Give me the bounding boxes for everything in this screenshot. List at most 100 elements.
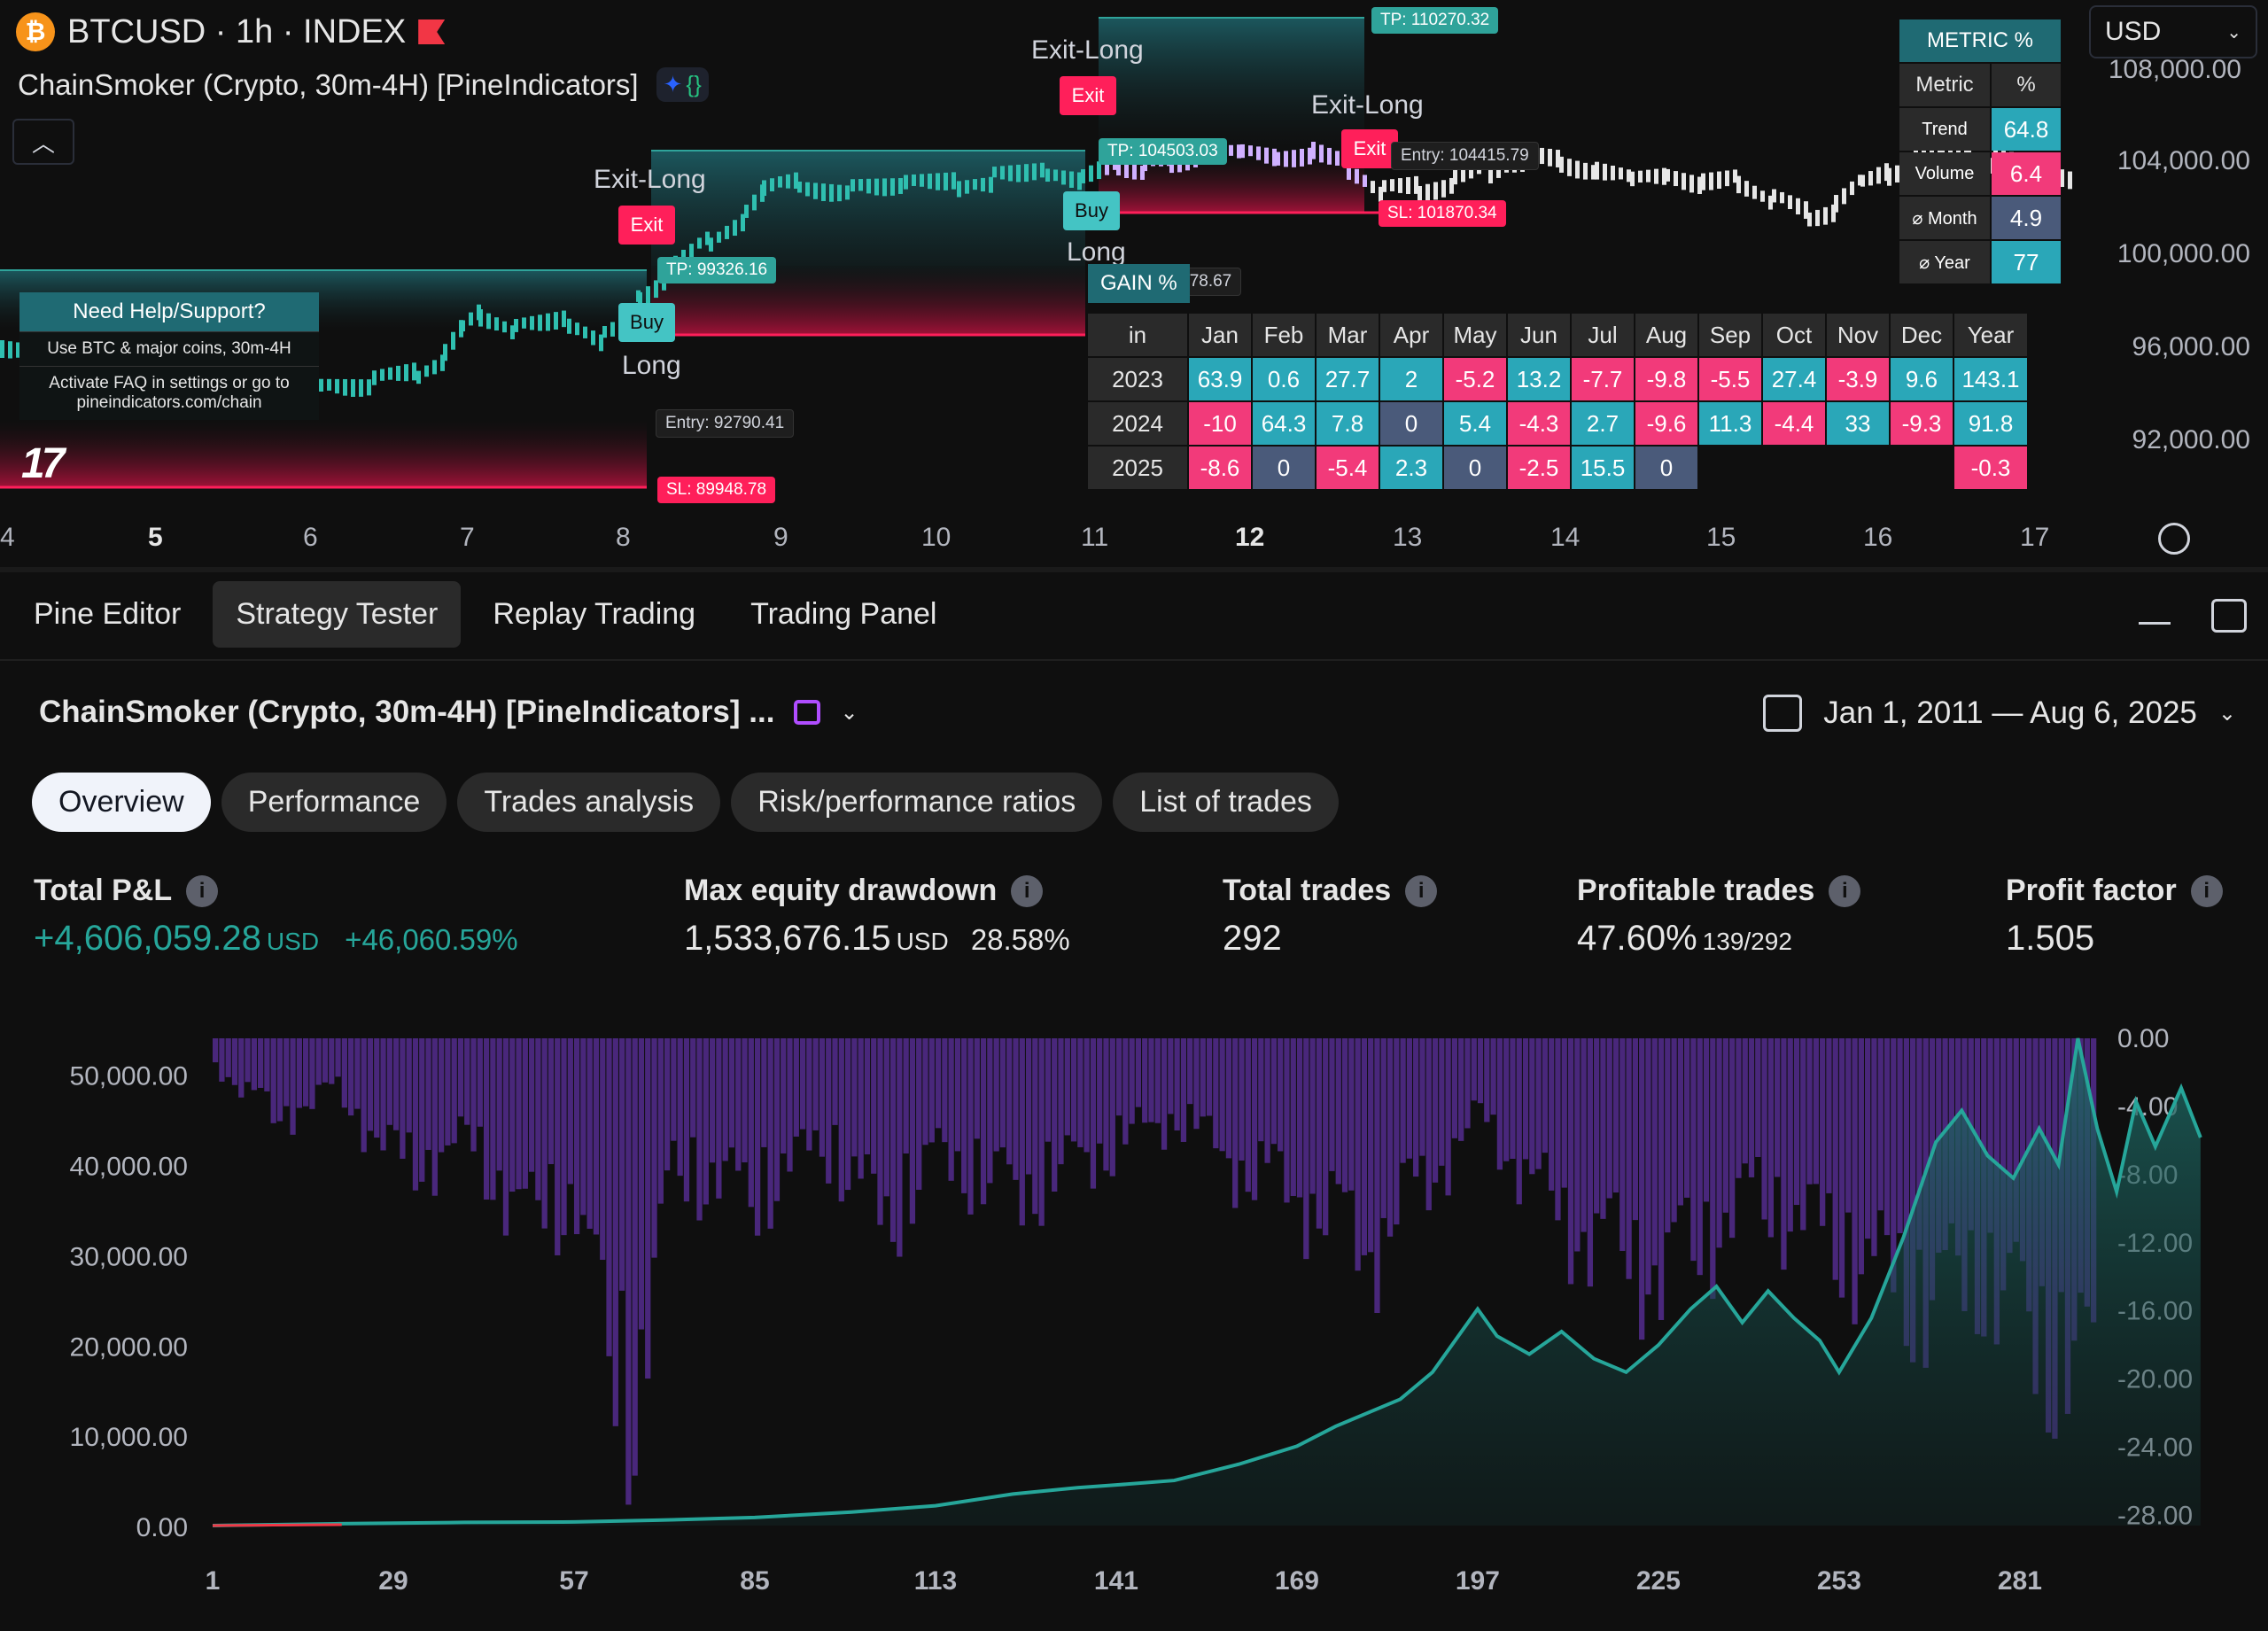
drawdown-bar bbox=[1135, 1038, 1142, 1107]
info-icon[interactable]: i bbox=[1405, 874, 1438, 907]
candle bbox=[1248, 145, 1253, 157]
candle bbox=[1860, 175, 1865, 187]
drawdown-bar bbox=[1806, 1038, 1813, 1184]
price-label: 100,000.00 bbox=[2117, 239, 2250, 268]
drawdown-bar bbox=[1736, 1038, 1742, 1178]
buy-marker[interactable]: Buy bbox=[1063, 191, 1120, 230]
candle bbox=[762, 180, 766, 197]
drawdown-bar bbox=[1684, 1038, 1690, 1198]
info-icon[interactable]: i bbox=[1829, 874, 1861, 907]
calendar-icon[interactable] bbox=[794, 700, 821, 725]
tab-trading-panel[interactable]: Trading Panel bbox=[750, 597, 937, 631]
candle bbox=[733, 220, 737, 237]
drawdown-bar bbox=[703, 1038, 709, 1205]
candle bbox=[1032, 163, 1037, 181]
chevron-up-icon: ︿ bbox=[31, 129, 55, 157]
info-icon[interactable]: i bbox=[2190, 874, 2223, 907]
candle bbox=[1788, 195, 1792, 210]
candle bbox=[546, 313, 550, 331]
drawdown-bar bbox=[1225, 1038, 1232, 1159]
tab-strategy-tester[interactable]: Strategy Tester bbox=[213, 581, 462, 648]
drawdown-bar bbox=[767, 1038, 773, 1229]
drawdown-bar bbox=[1645, 1038, 1651, 1295]
drawdown-bar bbox=[1451, 1038, 1458, 1138]
drawdown-bar bbox=[942, 1038, 948, 1143]
candle bbox=[1229, 144, 1233, 156]
candle bbox=[821, 183, 826, 201]
drawdown-bar bbox=[1077, 1038, 1084, 1147]
price-chart[interactable]: ₿ BTCUSD · 1h · INDEX ChainSmoker (Crypt… bbox=[0, 0, 2268, 567]
tab-pine-editor[interactable]: Pine Editor bbox=[34, 597, 182, 631]
candle bbox=[898, 178, 903, 194]
gain-table: in Jan Feb Mar Apr May Jun Jul Aug Sep Oct Nov Dec Ye… bbox=[1086, 312, 2029, 491]
price-label: 96,000.00 bbox=[2132, 332, 2250, 361]
candle bbox=[1736, 175, 1741, 194]
drawdown-bar bbox=[238, 1038, 245, 1098]
y-axis-label: 0.00 bbox=[136, 1513, 188, 1542]
currency-select[interactable]: USD ⌄ bbox=[2089, 5, 2257, 58]
tab-list-of-trades[interactable]: List of trades bbox=[1113, 773, 1339, 832]
collapse-legend-button[interactable]: ︿ bbox=[12, 119, 74, 165]
gain-cell: -4.4 bbox=[1763, 402, 1825, 445]
candle bbox=[1646, 169, 1651, 183]
drawdown-bar bbox=[392, 1038, 400, 1130]
drawdown-bar bbox=[1264, 1038, 1270, 1163]
drawdown-bar bbox=[883, 1038, 889, 1197]
drawdown-bar bbox=[593, 1038, 600, 1235]
drawdown-bar bbox=[1290, 1038, 1296, 1197]
exit-marker[interactable]: Exit bbox=[1341, 129, 1398, 168]
info-icon[interactable]: i bbox=[1011, 874, 1044, 907]
maximize-icon[interactable] bbox=[2211, 599, 2247, 633]
time-label: 7 bbox=[460, 523, 475, 552]
info-icon[interactable]: i bbox=[186, 874, 219, 907]
stat-pct: 28.58% bbox=[970, 923, 1070, 956]
tab-performance[interactable]: Performance bbox=[221, 773, 447, 832]
candle bbox=[965, 180, 969, 194]
drawdown-bar bbox=[961, 1038, 967, 1193]
source-code-icon[interactable]: {} bbox=[686, 71, 702, 97]
gain-header-cell: May bbox=[1444, 314, 1506, 356]
candle bbox=[1097, 161, 1101, 180]
drawdown-bar bbox=[1148, 1038, 1154, 1122]
equity-chart[interactable]: 50,000.00 40,000.00 30,000.00 20,000.00 10,0… bbox=[0, 1019, 2268, 1626]
date-range-selector[interactable]: Jan 1, 2011 — Aug 6, 2025 ⌄ bbox=[1763, 695, 2236, 732]
candle bbox=[1780, 191, 1784, 204]
exit-marker[interactable]: Exit bbox=[1060, 76, 1116, 115]
gain-cell: 15.5 bbox=[1572, 447, 1634, 489]
candle bbox=[2060, 169, 2064, 187]
indicator-legend[interactable]: ChainSmoker (Crypto, 30m-4H) [PineIndica… bbox=[18, 67, 709, 102]
drawdown-bar bbox=[284, 1038, 290, 1107]
drawdown-bar bbox=[1206, 1038, 1213, 1116]
drawdown-bar bbox=[948, 1038, 954, 1181]
candle bbox=[989, 176, 993, 193]
candle bbox=[992, 167, 997, 178]
symbol-header[interactable]: ₿ BTCUSD · 1h · INDEX bbox=[16, 12, 446, 51]
drawdown-bar bbox=[781, 1038, 787, 1153]
chevron-down-icon[interactable]: ⌄ bbox=[840, 700, 858, 725]
buy-marker[interactable]: Buy bbox=[618, 303, 675, 342]
strategy-selector[interactable]: ChainSmoker (Crypto, 30m-4H) [PineIndica… bbox=[39, 695, 858, 730]
indicator-icons[interactable]: ✦ {} bbox=[656, 67, 709, 102]
tab-trades-analysis[interactable]: Trades analysis bbox=[457, 773, 721, 832]
drawdown-bar bbox=[1219, 1038, 1225, 1152]
drawdown-bar bbox=[664, 1038, 671, 1171]
tab-risk-ratios[interactable]: Risk/performance ratios bbox=[731, 773, 1103, 832]
minimize-icon[interactable] bbox=[2139, 622, 2171, 625]
candle bbox=[1638, 170, 1643, 183]
time-label: 5 bbox=[148, 523, 163, 552]
metric-value: 4.9 bbox=[1992, 197, 2061, 239]
tab-overview[interactable]: Overview bbox=[32, 773, 211, 832]
candle bbox=[522, 317, 526, 329]
tp-label: TP: 99326.16 bbox=[657, 257, 777, 283]
drawdown-bar bbox=[1174, 1038, 1180, 1131]
magic-icon[interactable]: ✦ bbox=[663, 71, 683, 97]
exit-marker[interactable]: Exit bbox=[618, 206, 675, 245]
candle bbox=[850, 179, 855, 192]
flag-icon[interactable] bbox=[418, 19, 446, 44]
candle bbox=[1938, 143, 1942, 161]
settings-icon[interactable] bbox=[2158, 523, 2190, 555]
drawdown-bar bbox=[858, 1038, 864, 1179]
gain-cell: 0 bbox=[1253, 447, 1315, 489]
tab-replay-trading[interactable]: Replay Trading bbox=[493, 597, 696, 631]
drawdown-bar bbox=[754, 1038, 761, 1236]
